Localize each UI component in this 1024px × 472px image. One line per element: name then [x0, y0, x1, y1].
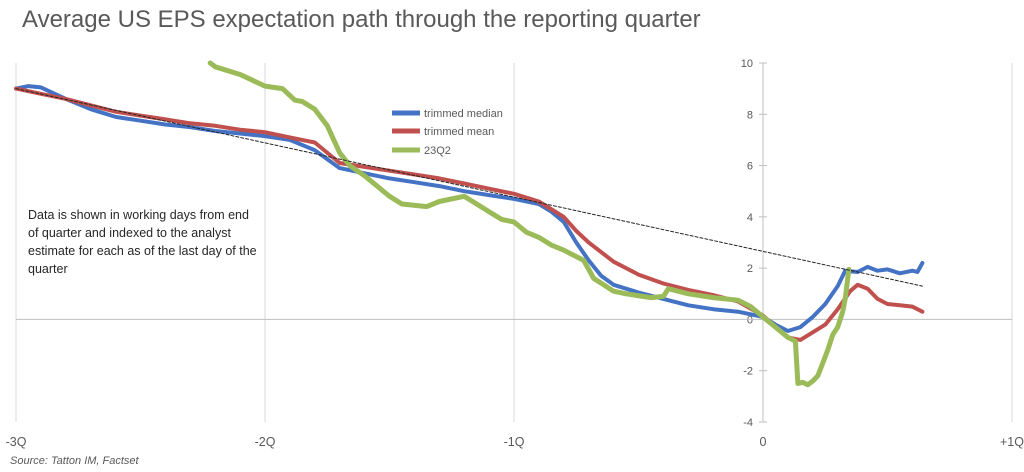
x-tick-label: 0	[760, 435, 767, 449]
y-tick-label: 0	[747, 314, 753, 326]
trend-line	[15, 88, 923, 287]
grid-lines	[15, 63, 1013, 422]
x-tick-label: -2Q	[255, 435, 276, 449]
y-tick-label: 6	[747, 161, 753, 173]
source-note: Source: Tatton IM, Factset	[10, 455, 139, 467]
chart-annotation: Data is shown in working days from end o…	[28, 208, 257, 276]
legend-label: trimmed mean	[424, 126, 494, 138]
y-tick-label: 4	[747, 212, 753, 224]
y-tick-label: 2	[747, 263, 753, 275]
legend-label: 23Q2	[424, 145, 451, 157]
x-tick-label: -3Q	[6, 435, 27, 449]
legend: trimmed median trimmed mean 23Q2	[392, 108, 503, 157]
y-tick-label: -4	[743, 417, 753, 429]
y-tick-label: 8	[747, 109, 753, 121]
x-tick-label: -1Q	[504, 435, 525, 449]
legend-label: trimmed median	[424, 108, 503, 120]
y-tick-label: 10	[741, 58, 753, 70]
series-line-23q2	[207, 60, 852, 388]
y-tick-label: -2	[743, 366, 753, 378]
axes: -3Q -2Q -1Q 0 +1Q -4 -2 0 2 4 6 8 10	[6, 58, 1024, 449]
series-lines	[14, 60, 925, 388]
x-tick-label: +1Q	[1000, 435, 1024, 449]
chart-title: Average US EPS expectation path through …	[22, 6, 701, 33]
